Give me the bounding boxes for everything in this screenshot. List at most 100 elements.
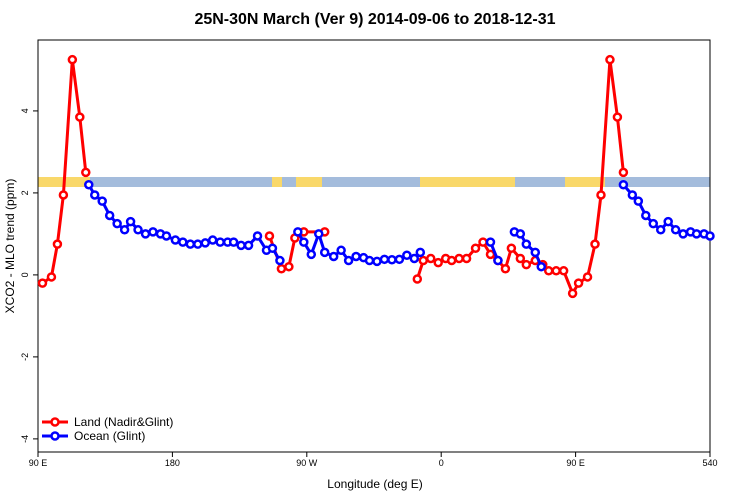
point — [293, 227, 303, 237]
point — [648, 218, 659, 229]
point — [170, 235, 181, 245]
point — [161, 231, 172, 241]
point — [485, 237, 496, 247]
point — [454, 253, 464, 264]
point — [351, 251, 361, 262]
x-axis-label: Longitude (deg E) — [327, 477, 422, 491]
point — [81, 167, 91, 178]
point — [215, 237, 225, 247]
point — [582, 272, 593, 282]
point — [627, 190, 638, 200]
point — [104, 210, 115, 221]
point — [402, 250, 412, 260]
point — [52, 239, 63, 249]
point — [112, 218, 122, 229]
point — [612, 112, 623, 122]
point — [252, 231, 263, 241]
point — [37, 278, 48, 288]
point — [530, 247, 541, 258]
point — [387, 254, 397, 265]
point — [328, 251, 339, 262]
point — [418, 255, 429, 266]
point — [148, 227, 158, 237]
point — [313, 229, 324, 239]
point — [567, 288, 578, 299]
point — [228, 237, 239, 247]
point — [558, 266, 569, 276]
point — [633, 196, 644, 206]
point — [670, 225, 681, 235]
x-tick-label: 90 W — [296, 458, 318, 468]
legend-label: Ocean (Glint) — [74, 429, 145, 443]
point — [515, 229, 526, 239]
point — [89, 190, 100, 200]
point — [446, 255, 457, 266]
point — [521, 259, 532, 270]
point — [264, 231, 275, 241]
x-tick-label: 0 — [439, 458, 444, 468]
y-tick-label: -4 — [20, 435, 30, 443]
point — [655, 225, 666, 235]
point — [75, 112, 85, 122]
point — [605, 54, 615, 65]
point — [125, 216, 136, 227]
y-tick-label: -2 — [20, 353, 30, 361]
point — [284, 261, 294, 272]
point — [543, 266, 554, 276]
point — [691, 229, 702, 239]
x-tick-label: 90 E — [29, 458, 48, 468]
x-tick-label: 90 E — [566, 458, 585, 468]
point — [412, 274, 423, 284]
point — [425, 253, 436, 264]
legend-marker — [50, 431, 60, 441]
point — [493, 255, 503, 266]
point — [618, 179, 629, 190]
point — [433, 257, 443, 268]
legend-label: Land (Nadir&Glint) — [74, 415, 173, 429]
point — [276, 264, 287, 274]
point — [551, 266, 561, 276]
point — [267, 243, 278, 254]
point — [461, 253, 472, 264]
point — [536, 261, 547, 272]
point — [596, 190, 606, 200]
point — [521, 239, 532, 249]
point — [336, 245, 346, 256]
point — [97, 196, 107, 206]
point — [364, 255, 375, 266]
point — [618, 167, 629, 178]
x-tick-label: 180 — [165, 458, 180, 468]
point — [275, 255, 285, 266]
chart-title: 25N-30N March (Ver 9) 2014-09-06 to 2018… — [194, 11, 555, 28]
point — [515, 253, 526, 264]
point — [119, 225, 130, 235]
point — [185, 239, 196, 249]
point — [394, 254, 405, 265]
point — [415, 247, 426, 258]
point — [590, 239, 600, 249]
point — [343, 255, 354, 266]
point — [678, 229, 688, 239]
point — [470, 243, 481, 254]
point — [319, 247, 330, 258]
point — [84, 179, 94, 190]
point — [236, 240, 246, 251]
y-tick-label: 0 — [20, 272, 30, 277]
point — [200, 238, 211, 248]
point — [478, 237, 488, 247]
point — [663, 216, 673, 227]
point — [573, 278, 584, 288]
point — [243, 240, 254, 251]
point — [58, 190, 69, 200]
point — [207, 235, 218, 245]
point — [379, 254, 390, 265]
point — [641, 210, 651, 221]
map-strip — [38, 177, 710, 187]
point — [67, 54, 78, 65]
point — [140, 229, 151, 239]
legend-marker — [50, 417, 60, 427]
y-axis-label: XCO2 - MLO trend (ppm) — [3, 179, 17, 314]
series-line — [87, 183, 711, 268]
